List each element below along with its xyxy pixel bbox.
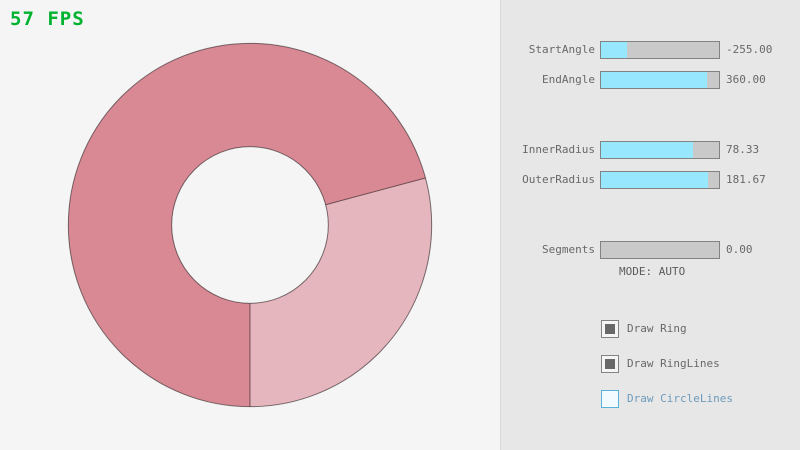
endangle-slider-row: EndAngle 360.00 <box>501 70 800 90</box>
ring-light-sector <box>250 177 432 407</box>
draw-ring-checkbox[interactable] <box>601 320 619 338</box>
innerradius-slider-row: InnerRadius 78.33 <box>501 140 800 160</box>
segments-label: Segments <box>542 243 595 256</box>
startangle-slider-fill <box>601 42 627 58</box>
segments-slider-row: Segments 0.00 <box>501 240 800 260</box>
fps-counter: 57 FPS <box>10 8 85 30</box>
draw-ring-label: Draw Ring <box>627 322 687 335</box>
draw-ringlines-checkbox-row: Draw RingLines <box>601 355 791 373</box>
outerradius-slider[interactable] <box>600 171 720 189</box>
control-panel: StartAngle -255.00 EndAngle 360.00 Inner… <box>500 0 800 450</box>
draw-ring-checkbox-row: Draw Ring <box>601 320 791 338</box>
ring-boundary-line-start <box>325 177 426 206</box>
startangle-slider-row: StartAngle -255.00 <box>501 40 800 60</box>
innerradius-slider[interactable] <box>600 141 720 159</box>
outerradius-value: 181.67 <box>726 173 766 186</box>
draw-circlelines-checkbox-row: Draw CircleLines <box>601 390 791 408</box>
endangle-value: 360.00 <box>726 73 766 86</box>
endangle-slider[interactable] <box>600 71 720 89</box>
outerradius-slider-row: OuterRadius 181.67 <box>501 170 800 190</box>
draw-ringlines-label: Draw RingLines <box>627 357 720 370</box>
endangle-label: EndAngle <box>542 73 595 86</box>
innerradius-value: 78.33 <box>726 143 760 156</box>
endangle-slider-fill <box>601 72 708 88</box>
outerradius-slider-fill <box>601 172 709 188</box>
startangle-label: StartAngle <box>528 43 595 56</box>
segments-value: 0.00 <box>726 243 753 256</box>
ring-drawing <box>67 42 433 408</box>
innerradius-slider-fill <box>601 142 694 158</box>
innerradius-label: InnerRadius <box>522 143 595 156</box>
outerradius-label: OuterRadius <box>522 173 595 186</box>
draw-circlelines-checkbox[interactable] <box>601 390 619 408</box>
draw-ringlines-checkbox[interactable] <box>601 355 619 373</box>
startangle-value: -255.00 <box>726 43 773 56</box>
startangle-slider[interactable] <box>600 41 720 59</box>
ring-hole <box>171 146 329 304</box>
segments-slider[interactable] <box>600 241 720 259</box>
segments-mode-text: MODE: AUTO <box>619 265 686 278</box>
draw-circlelines-label: Draw CircleLines <box>627 392 733 405</box>
